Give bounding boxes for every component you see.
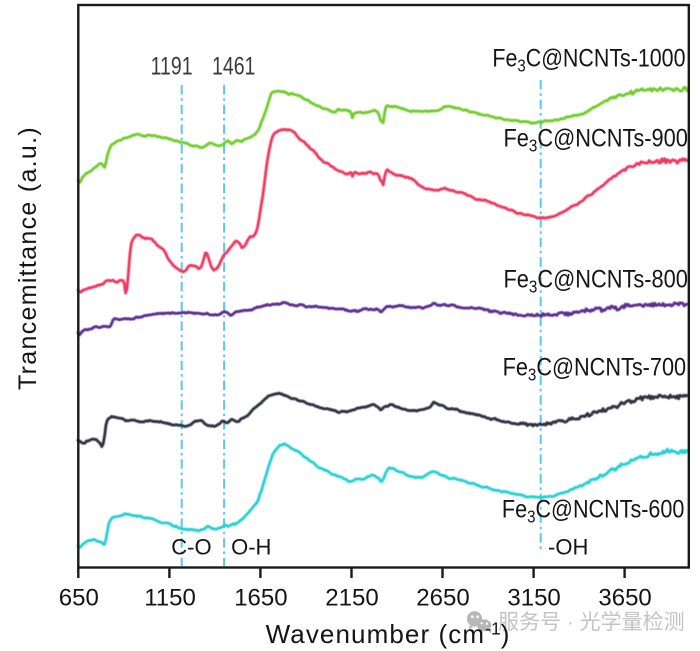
svg-text:1650: 1650 [234,585,287,612]
svg-text:O-H: O-H [231,535,271,560]
svg-text:2150: 2150 [325,585,378,612]
svg-text:1191: 1191 [151,52,193,80]
svg-text:1461: 1461 [212,52,255,80]
svg-text:Wavenumber (cm-1): Wavenumber (cm-1) [266,619,510,650]
svg-text:2650: 2650 [416,585,469,612]
svg-text:650: 650 [59,585,99,612]
svg-text:-OH: -OH [548,535,588,560]
svg-text:服务号 · 光学量检测: 服务号 · 光学量检测 [498,611,685,634]
svg-text:3650: 3650 [598,585,651,612]
svg-text:Trancemittance (a.u.): Trancemittance (a.u.) [14,126,42,390]
svg-text:3150: 3150 [507,585,560,612]
svg-text:C-O: C-O [171,535,211,560]
svg-text:Fe3C@NCNTs-900: Fe3C@NCNTs-900 [504,124,688,156]
svg-text:1150: 1150 [144,585,196,612]
